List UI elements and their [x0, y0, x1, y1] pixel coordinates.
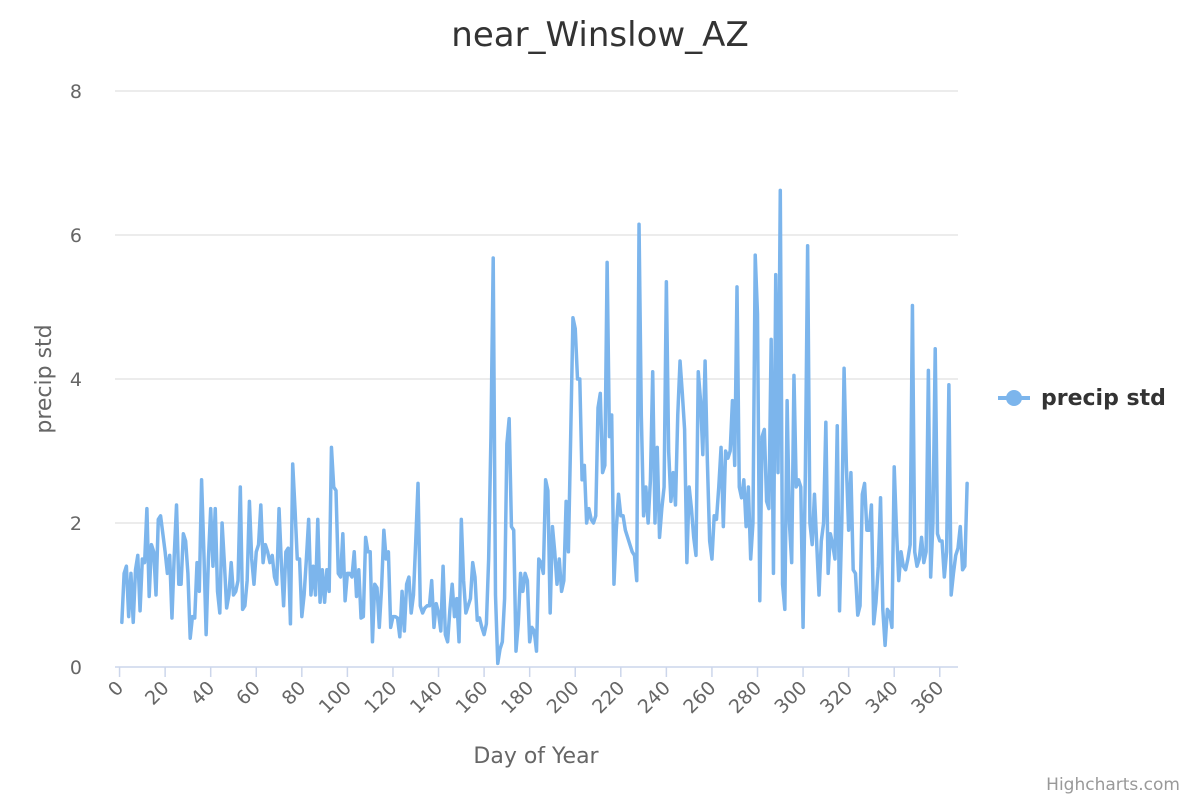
series-line-precip-std[interactable] [120, 188, 969, 666]
legend[interactable]: precip std [998, 386, 1166, 411]
x-tick-label: 100 [315, 677, 356, 718]
y-tick-label: 2 [70, 513, 82, 535]
x-tick-label: 120 [360, 677, 401, 718]
x-tick-label: 180 [497, 677, 538, 718]
x-axis-title: Day of Year [473, 744, 599, 769]
x-tick-label: 220 [588, 677, 629, 718]
x-tick-label: 360 [907, 677, 948, 718]
x-tick-label: 40 [187, 677, 220, 710]
series-group [120, 188, 969, 666]
y-axis-title: precip std [32, 324, 57, 433]
x-tick-label: 200 [543, 677, 584, 718]
credits-link[interactable]: Highcharts.com [1046, 775, 1180, 795]
legend-item-label[interactable]: precip std [1041, 386, 1166, 411]
x-axis: 0 20 40 60 80 100 120 140 160 180 200 220 240 260 280 3… [104, 666, 958, 718]
x-tick-label: 160 [451, 677, 492, 718]
grid-lines [115, 90, 958, 524]
x-tick-label: 300 [770, 677, 811, 718]
x-tick-label: 280 [725, 677, 766, 718]
x-tick-label: 20 [141, 677, 174, 710]
x-tick-label: 80 [278, 677, 311, 710]
x-tick-label: 140 [406, 677, 447, 718]
chart-title: near_Winslow_AZ [451, 15, 748, 55]
y-tick-label: 8 [70, 81, 82, 103]
y-tick-label: 0 [70, 657, 82, 679]
x-tick-label: 60 [232, 677, 265, 710]
y-tick-label: 6 [70, 225, 82, 247]
y-axis: 0 2 4 6 8 [70, 81, 82, 679]
legend-symbol-marker [1006, 390, 1022, 406]
y-tick-label: 4 [70, 369, 82, 391]
x-tick-label: 0 [104, 677, 128, 701]
x-tick-label: 320 [816, 677, 857, 718]
x-tick-label: 260 [679, 677, 720, 718]
x-tick-label: 240 [634, 677, 675, 718]
x-tick-label: 340 [862, 677, 903, 718]
